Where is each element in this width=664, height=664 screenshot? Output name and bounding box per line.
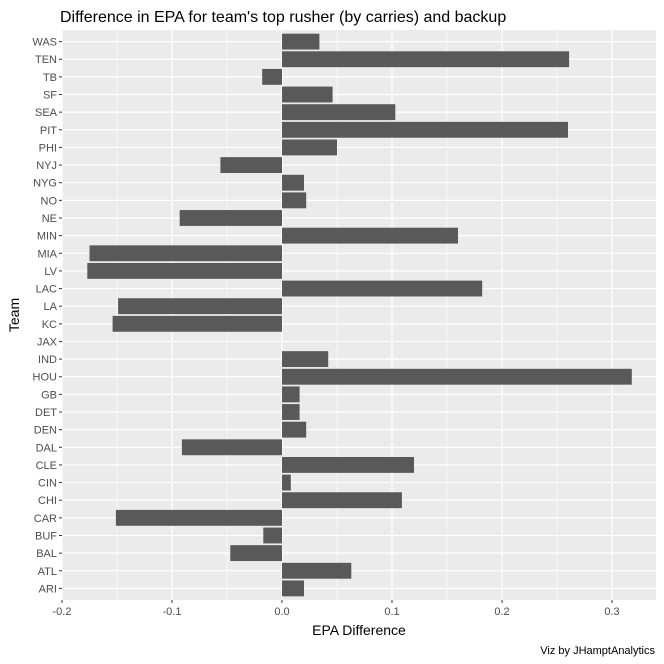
bar-hou [282,368,632,385]
x-tick-label: 0.2 [494,606,509,618]
y-tick-label: NE [42,213,57,225]
bar-cle [282,456,414,473]
bar-den [282,421,307,438]
bar-gb [282,386,300,403]
bars [87,33,632,597]
bar-nyg [282,174,304,191]
bar-la [118,298,282,315]
y-tick-label: LV [44,266,57,278]
y-tick-label: ATL [38,566,57,578]
bar-atl [282,562,352,579]
bar-ten [282,51,570,68]
y-tick-label: CAR [34,513,57,525]
bar-lac [282,280,483,297]
bar-kc [112,315,282,332]
y-tick-label: SEA [35,107,58,119]
y-tick-label: BAL [36,548,57,560]
y-tick-label: HOU [33,372,58,384]
bar-nyj [220,157,282,174]
y-tick-label: DEN [34,425,57,437]
y-tick-label: CLE [36,460,57,472]
bar-chi [282,492,402,509]
y-axis-title: Team [6,298,22,332]
y-tick-label: MIN [37,231,57,243]
bar-bal [230,545,282,562]
bar-buf [263,527,282,544]
x-axis-title: EPA Difference [312,622,406,638]
y-tick-label: TB [43,72,57,84]
y-tick-label: DET [35,407,57,419]
y-tick-label: DAL [36,442,57,454]
bar-sf [282,86,333,103]
y-tick-label: WAS [32,37,57,49]
x-tick-label: 0.0 [274,606,289,618]
y-tick-label: NYJ [36,160,57,172]
x-tick-label: -0.1 [163,606,182,618]
bar-det [282,404,300,420]
bar-pit [282,121,568,138]
x-axis: -0.2 -0.1 0.0 0.1 0.2 0.3 [53,600,620,618]
y-tick-label: KC [42,319,57,331]
y-tick-label: NO [41,195,58,207]
y-tick-label: SF [43,90,57,102]
bar-ari [282,580,304,597]
y-tick-label: LA [44,301,58,313]
x-tick-label: -0.2 [53,606,72,618]
bar-dal [181,439,282,456]
y-tick-label: IND [38,354,57,366]
y-tick-label: PIT [40,125,57,137]
x-tick-label: 0.1 [384,606,399,618]
y-tick-label: JAX [37,336,58,348]
chart-title: Difference in EPA for team's top rusher … [60,9,506,26]
y-tick-label: CIN [38,478,57,490]
bar-car [115,509,283,526]
x-tick-label: 0.3 [604,606,619,618]
bar-min [282,227,458,244]
bar-mia [89,245,282,262]
y-tick-label: PHI [39,142,57,154]
y-tick-label: CHI [38,495,57,507]
bar-tb [262,68,282,85]
caption: Viz by JHamptAnalytics [540,645,655,657]
bar-sea [282,104,396,121]
bar-ne [179,210,282,226]
y-tick-label: TEN [35,54,57,66]
y-tick-label: BUF [35,530,57,542]
bar-cin [282,474,291,491]
y-tick-label: MIA [37,248,57,260]
bar-was [282,33,320,50]
bar-ind [282,351,329,368]
bar-no [282,192,307,209]
y-tick-label: LAC [36,284,57,296]
bar-phi [282,139,337,156]
y-axis: WASTENTBSFSEAPITPHINYJNYGNONEMINMIALVLAC… [32,37,62,595]
bar-lv [87,262,282,279]
y-tick-label: ARI [39,583,57,595]
y-tick-label: NYG [33,178,57,190]
y-tick-label: GB [41,389,57,401]
